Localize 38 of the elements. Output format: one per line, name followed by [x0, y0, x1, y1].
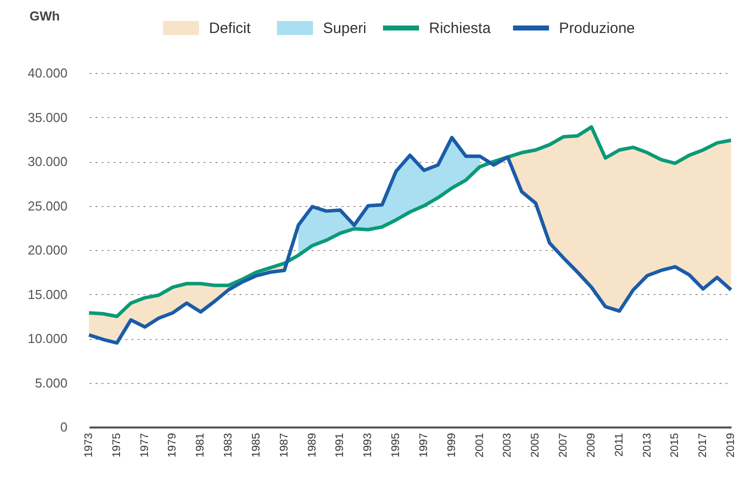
x-tick-label: 1983 — [222, 433, 235, 458]
x-tick-label: 1985 — [250, 433, 262, 458]
y-tick-label: 40.000 — [28, 66, 68, 80]
x-tick-label: 1975 — [110, 433, 123, 458]
x-tick-label: 2011 — [613, 433, 626, 457]
y-tick-label: 10.000 — [28, 331, 68, 346]
x-tick-label: 2015 — [669, 433, 682, 458]
legend-label: Richiesta — [429, 20, 492, 37]
x-tick-label: 2007 — [558, 433, 570, 458]
y-axis-title: GWh — [30, 8, 60, 24]
x-tick-label: 1997 — [418, 433, 430, 458]
x-tick-label: 1999 — [446, 433, 458, 458]
y-tick-label: 5.000 — [34, 375, 68, 390]
x-tick-label: 2017 — [697, 433, 710, 458]
x-tick-label: 1979 — [166, 433, 179, 458]
x-tick-label: 1973 — [83, 433, 95, 458]
x-tick-label: 2009 — [585, 433, 598, 458]
x-tick-label: 2001 — [474, 433, 486, 458]
y-tick-label: 35.000 — [28, 110, 68, 125]
x-tick-label: 2013 — [641, 433, 654, 458]
x-tick-label: 1991 — [334, 433, 346, 458]
x-tick-label: 1989 — [306, 433, 318, 458]
x-tick-label: 2005 — [530, 433, 542, 458]
x-tick-label: 1977 — [138, 433, 151, 458]
y-tick-label: 30.000 — [28, 154, 68, 169]
x-tick-label: 2003 — [502, 433, 514, 458]
legend-label: Superi — [323, 20, 366, 37]
x-tick-label: 1987 — [278, 433, 290, 458]
x-tick-label: 1995 — [390, 433, 402, 458]
legend-label: Produzione — [559, 20, 635, 37]
x-tick-label: 1993 — [362, 433, 374, 458]
x-tick-label: 2019 — [725, 433, 737, 458]
y-tick-label: 20.000 — [28, 242, 68, 258]
y-tick-label: 0 — [60, 420, 68, 434]
x-tick-label: 1981 — [194, 433, 207, 458]
legend-label: Deficit — [209, 20, 252, 37]
y-tick-label: 25.000 — [28, 198, 68, 214]
y-tick-label: 15.000 — [28, 286, 68, 302]
